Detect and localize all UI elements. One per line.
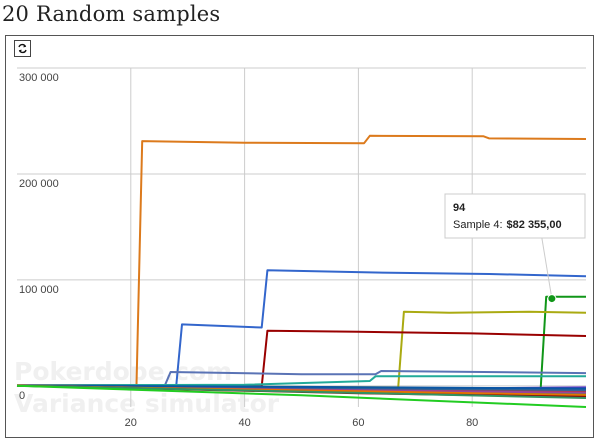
y-tick-label: 200 000 <box>19 178 59 190</box>
chart-container: Pokerdope.com Variance simulator 0 100 00… <box>5 35 594 438</box>
tooltip-box <box>444 193 586 239</box>
tooltip-pointer <box>541 237 553 299</box>
series-line-20 <box>16 384 587 408</box>
series-line-7 <box>16 375 586 387</box>
x-tick-label: 20 <box>125 417 137 429</box>
y-tick-label: 100 000 <box>19 284 59 296</box>
series-lines <box>16 134 587 408</box>
tooltip-title: 94 <box>453 202 466 214</box>
highlighted-point[interactable] <box>547 294 557 304</box>
tooltip-series-label: Sample 4: <box>453 219 503 231</box>
tooltip: 94 Sample 4: $82 355,00 <box>444 193 586 304</box>
refresh-icon <box>18 43 27 54</box>
series-line-16 <box>16 384 587 390</box>
x-tick-label: 60 <box>352 417 364 429</box>
series-line-2 <box>16 269 587 387</box>
tooltip-text: Sample 4: $82 355,00 <box>453 219 562 231</box>
page-title: 20 Random samples <box>2 2 221 26</box>
x-tick-label: 40 <box>238 417 250 429</box>
tooltip-value: $82 355,00 <box>507 219 562 231</box>
axis-ticks: 0 100 000 200 000 300 000 20 40 60 80 <box>19 72 478 429</box>
refresh-button[interactable] <box>14 40 31 57</box>
y-tick-label: 300 000 <box>19 72 59 84</box>
series-line-1 <box>16 134 587 387</box>
series-line-19 <box>16 384 587 399</box>
x-tick-label: 80 <box>466 417 478 429</box>
y-tick-label: 0 <box>19 390 25 402</box>
